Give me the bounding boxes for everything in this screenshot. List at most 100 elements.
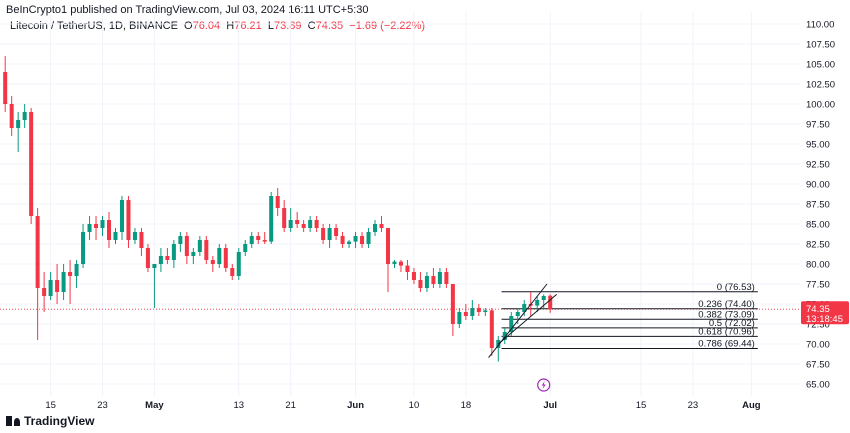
candle <box>94 216 99 240</box>
candle <box>243 240 248 256</box>
candle <box>411 268 416 284</box>
price-tick-label: 107.50 <box>806 40 835 51</box>
candle-body <box>502 332 507 340</box>
candle-body <box>405 265 410 272</box>
symbol-name[interactable]: Litecoin / TetherUS, 1D, BINANCE <box>10 20 178 32</box>
candle-body <box>94 224 99 228</box>
price-tick-label: 97.50 <box>806 120 830 131</box>
price-tick-label: 80.00 <box>806 260 830 271</box>
price-tick-label: 110.00 <box>806 20 834 31</box>
candle <box>483 308 488 316</box>
candles <box>3 56 553 362</box>
price-tick-label: 90.00 <box>806 180 830 191</box>
event-marker[interactable] <box>537 378 551 392</box>
candle <box>256 232 261 244</box>
candle-body <box>197 240 202 252</box>
price-tick-label: 100.00 <box>806 100 835 111</box>
grid <box>0 12 800 396</box>
candle <box>68 260 73 304</box>
candle <box>457 308 462 328</box>
change-value: −1.69 (−2.22%) <box>349 20 426 32</box>
price-tick-label: 65.00 <box>806 380 830 391</box>
candle <box>139 228 144 256</box>
candle-body <box>392 261 397 264</box>
candle <box>249 232 254 248</box>
candle <box>308 216 313 232</box>
open-value: 76.04 <box>192 20 221 32</box>
high-value: 76.21 <box>234 20 262 32</box>
candle <box>269 192 274 244</box>
candle-body <box>314 220 319 228</box>
price-tick-label: 92.50 <box>806 160 830 171</box>
candle <box>126 196 131 248</box>
candle-body <box>522 304 527 312</box>
candle-body <box>541 296 546 300</box>
candle <box>282 200 287 232</box>
candle <box>42 272 47 312</box>
close-value: 74.35 <box>315 20 344 32</box>
candle <box>106 212 112 248</box>
fibonacci-retracement[interactable]: 0 (76.53) 0.236 (74.40)0.382 (73.09)0.5 (… <box>501 282 758 350</box>
candle <box>398 260 403 272</box>
candle-body <box>178 236 183 244</box>
candle-body <box>295 220 300 224</box>
candle-body <box>347 241 352 244</box>
fib-level-label: 0.786 (69.44) <box>698 338 755 349</box>
candle <box>314 216 319 232</box>
candle <box>204 236 209 264</box>
candle-body <box>509 316 514 332</box>
tradingview-brand[interactable]: TradingView <box>6 414 94 428</box>
price-tick-label: 105.00 <box>806 60 835 71</box>
candle-body <box>379 224 384 228</box>
candle-body <box>126 200 131 240</box>
fib-level-label: 0.382 (73.09) <box>698 309 755 320</box>
candle-body <box>223 248 228 268</box>
candle <box>191 248 196 264</box>
candle-body <box>48 280 53 296</box>
candle <box>548 294 553 313</box>
price-axis[interactable]: 110.00 107.50 105.00 102.50 100.00 97.50 95.00… <box>806 20 835 391</box>
candle-body <box>3 72 8 104</box>
time-tick-label: 10 <box>409 400 420 411</box>
candle <box>16 112 21 152</box>
candle <box>217 244 222 268</box>
high-label: H <box>226 20 235 32</box>
candle <box>321 224 326 244</box>
candle-body <box>340 236 345 244</box>
candle <box>223 244 228 272</box>
time-axis[interactable]: 15 23 May 13 21 Jun 10 18 Jul 15 23 Aug <box>45 400 760 411</box>
candle-body <box>236 252 241 276</box>
candle <box>418 272 423 292</box>
trend-channel[interactable] <box>488 283 558 358</box>
candle-body <box>418 280 423 288</box>
candle-body <box>360 236 365 244</box>
last-price-box <box>801 301 849 325</box>
price-tick-label: 72.50 <box>806 320 830 331</box>
candle-body <box>171 244 176 260</box>
candle <box>327 224 332 248</box>
candle <box>61 264 66 300</box>
candle-body <box>106 220 112 240</box>
candle-body <box>411 272 416 280</box>
candle-body <box>444 272 449 284</box>
candle-body <box>424 276 429 288</box>
candle <box>347 240 352 248</box>
candle-body <box>288 220 293 228</box>
price-tick-label: 85.00 <box>806 220 830 231</box>
candle-body <box>457 312 462 324</box>
candle <box>301 220 306 232</box>
candle <box>496 336 501 362</box>
candle-body <box>269 196 274 242</box>
candle <box>385 228 391 292</box>
candle-body <box>152 264 157 268</box>
symbol-info-bar: Litecoin / TetherUS, 1D, BINANCE O76.04 … <box>10 20 425 32</box>
candle-body <box>431 276 436 284</box>
open-label: O <box>184 20 193 32</box>
candle <box>113 228 118 244</box>
time-tick-label: Jun <box>347 400 364 411</box>
candle-body <box>437 272 442 284</box>
candle <box>489 308 494 356</box>
candle <box>119 196 124 240</box>
candle <box>535 296 540 312</box>
